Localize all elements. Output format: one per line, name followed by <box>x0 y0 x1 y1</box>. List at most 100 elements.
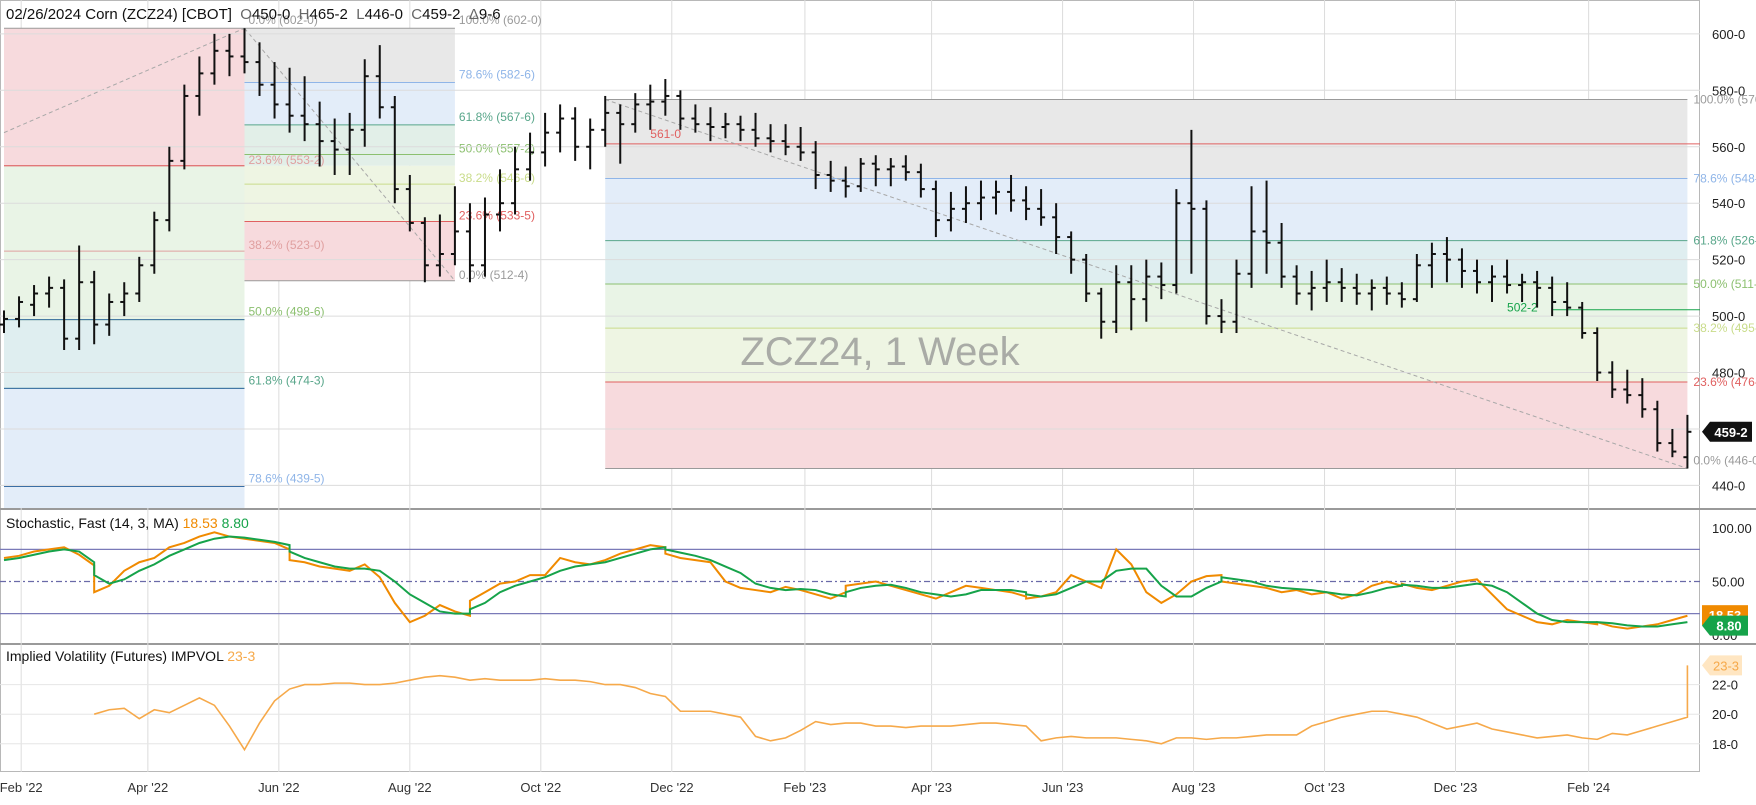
ohlc-bar <box>946 191 955 232</box>
impvol-title: Implied Volatility (Futures) <box>6 648 168 664</box>
fib-label: 38.2% (546-6) <box>459 171 535 185</box>
fib-label: 561-0 <box>650 127 681 141</box>
ohlc-bar <box>826 160 835 192</box>
ohlc-bar <box>420 217 429 283</box>
ohlc-bar <box>375 45 384 119</box>
ohlc-bar <box>105 293 114 336</box>
ohlc-bar <box>1037 189 1046 226</box>
stochastic-tick-label: 100.00 <box>1712 521 1752 536</box>
ohlc-bar <box>1172 189 1181 294</box>
ohlc-bar <box>1127 265 1136 331</box>
stochastic-d-line <box>3 535 1688 628</box>
y-tick-label: 540-0 <box>1712 196 1745 211</box>
ohlc-bar <box>1548 276 1557 317</box>
fib-label: 78.6% (439-5) <box>248 471 324 485</box>
header-low: 446-0 <box>364 6 403 23</box>
ohlc-bar <box>676 90 685 130</box>
fib-label: 50.0% (498-6) <box>248 305 324 319</box>
ohlc-bar <box>150 211 159 274</box>
stochastic-k-value: 18.53 <box>182 515 218 531</box>
fib-trend-line <box>3 27 245 134</box>
ohlc-bar <box>1533 270 1542 308</box>
fib-band <box>605 99 1688 144</box>
ohlc-bar <box>961 186 970 223</box>
stochastic-header: Stochastic, Fast (14, 3, MA) 18.53 8.80 <box>6 515 249 531</box>
ohlc-bar <box>465 203 474 283</box>
ohlc-bar <box>931 180 940 238</box>
fib-label: 0.0% (512-4) <box>459 268 528 282</box>
fib-label: 0.0% (602-0) <box>248 13 317 27</box>
ohlc-bar <box>496 169 505 232</box>
fib-label: 61.8% (567-6) <box>459 110 535 124</box>
ohlc-bar <box>1247 186 1256 288</box>
ohlc-bar <box>1488 265 1497 302</box>
stochastic-title: Stochastic, Fast <box>6 515 106 531</box>
ohlc-bar <box>1412 254 1421 302</box>
ohlc-bar <box>240 28 249 74</box>
fib-label: 61.8% (474-3) <box>248 373 324 387</box>
ohlc-bar <box>1608 361 1617 398</box>
header-high: 465-2 <box>309 6 348 23</box>
impvol-tick-label: 18-0 <box>1712 737 1738 752</box>
impvol-header: Implied Volatility (Futures) IMPVOL 23-3 <box>6 648 255 664</box>
header-close: 459-2 <box>422 6 461 23</box>
ohlc-bar <box>1563 282 1572 317</box>
ohlc-bar <box>135 256 144 302</box>
ohlc-bar <box>1187 129 1196 274</box>
ohlc-bar <box>1457 248 1466 288</box>
ohlc-bar <box>345 112 354 175</box>
ohlc-bar <box>841 166 850 198</box>
fib-band-left <box>4 388 245 508</box>
ohlc-bar <box>616 104 625 164</box>
y-tick-label: 520-0 <box>1712 253 1745 268</box>
ohlc-bar <box>1097 287 1106 339</box>
x-tick-label: Aug '22 <box>388 780 432 795</box>
ohlc-bar <box>556 104 565 153</box>
ohlc-bar <box>1503 259 1512 294</box>
ohlc-bar <box>871 155 880 187</box>
stochastic-tick-label: 50.00 <box>1712 575 1745 590</box>
impvol-line <box>93 665 1689 752</box>
x-tick-label: Apr '22 <box>127 780 168 795</box>
ohlc-bar <box>1352 273 1361 305</box>
x-tick-label: Oct '23 <box>1304 780 1345 795</box>
ohlc-bar <box>195 56 204 116</box>
ohlc-bar <box>0 310 8 334</box>
fib-band <box>605 143 1688 179</box>
ohlc-bar <box>405 174 414 232</box>
ohlc-bar <box>1442 237 1451 283</box>
fib-label: 61.8% (526- <box>1693 234 1756 248</box>
fib-band-left <box>4 319 245 389</box>
ohlc-bar <box>992 180 1001 215</box>
ohlc-bar <box>916 163 925 198</box>
ohlc-bar <box>1322 259 1331 302</box>
x-tick-label: Oct '22 <box>520 780 561 795</box>
fib-label: 78.6% (548- <box>1693 172 1756 186</box>
ohlc-bar <box>1397 282 1406 308</box>
ohlc-bar <box>1292 265 1301 305</box>
ohlc-bar <box>210 33 219 85</box>
ohlc-bar <box>90 270 99 345</box>
x-tick-label: Feb '22 <box>0 780 43 795</box>
x-tick-label: Feb '23 <box>783 780 826 795</box>
ohlc-bar <box>1578 301 1587 339</box>
ohlc-bar <box>541 112 550 167</box>
y-tick-label: 500-0 <box>1712 309 1745 324</box>
fib-band <box>605 382 1688 469</box>
ohlc-bar <box>781 124 790 156</box>
ohlc-bar <box>766 124 775 153</box>
fib-label: 23.6% (553-2) <box>248 153 324 167</box>
ohlc-bar <box>1022 186 1031 221</box>
ohlc-bar <box>1232 259 1241 334</box>
header-open: 450-0 <box>251 6 291 23</box>
ohlc-bar <box>480 197 489 277</box>
level-label-502: 502-2 <box>1507 301 1538 315</box>
ohlc-bar <box>1202 200 1211 325</box>
ohlc-bar <box>225 33 234 77</box>
y-tick-label: 600-0 <box>1712 27 1745 42</box>
ohlc-bar <box>511 146 520 215</box>
ohlc-bar <box>450 186 459 266</box>
fib-label: 50.0% (511- <box>1693 277 1756 291</box>
y-tick-label: 440-0 <box>1712 478 1745 493</box>
